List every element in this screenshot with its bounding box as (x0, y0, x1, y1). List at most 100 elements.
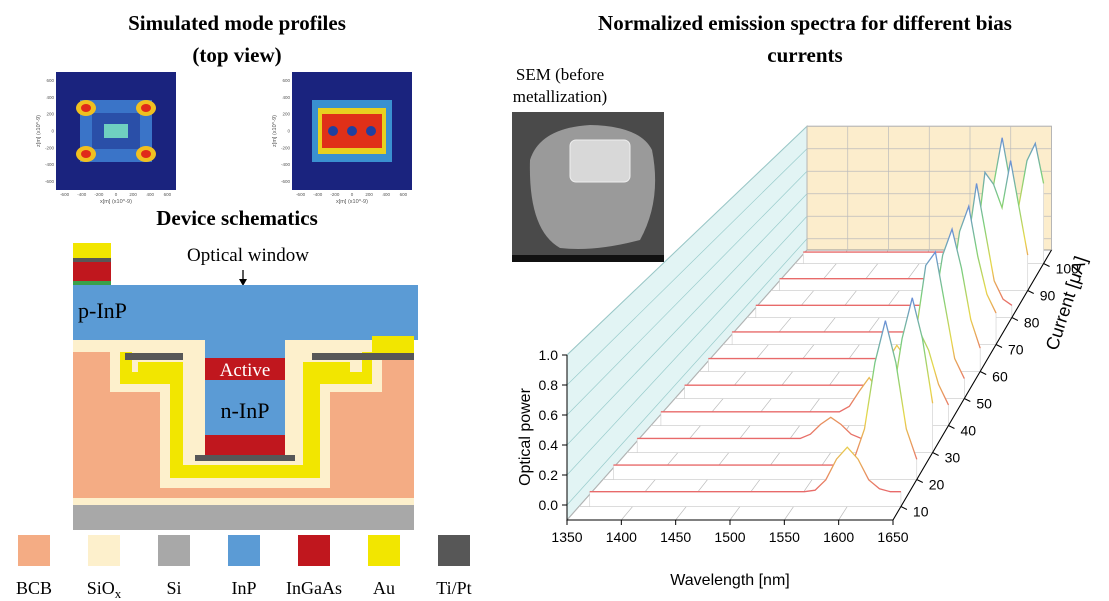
tick-label: 0 (115, 192, 118, 197)
legend-name: InGaAs (286, 578, 342, 598)
tick-label: 200 (129, 192, 137, 197)
mode-profile-2 (292, 72, 412, 190)
tick-label: 400 (46, 95, 54, 100)
tick-mark (996, 345, 1002, 348)
legend-name: InP (231, 578, 256, 598)
z-tick-label: 50 (976, 396, 992, 412)
tick-mark (917, 480, 923, 483)
tick-mark (1028, 291, 1034, 294)
x-tick-label: 1450 (660, 529, 691, 545)
legend-label: InGaAs (286, 578, 342, 598)
sem-label: SEM (before (516, 65, 604, 84)
tick-label: -400 (45, 162, 55, 167)
tick-label: 200 (365, 192, 373, 197)
schematic (73, 243, 418, 530)
tick-label: 600 (400, 192, 408, 197)
tick-label: -200 (330, 192, 340, 197)
axis-label: x[m] (x10^-9) (100, 199, 132, 205)
legend-swatch (228, 535, 260, 566)
tick-label: 0 (351, 192, 354, 197)
legend-name: Si (166, 578, 181, 598)
axis-label: x[m] (x10^-9) (336, 199, 368, 205)
axis-label: z[m] (x10^-9) (36, 115, 42, 147)
x-axis-label: Wavelength [nm] (670, 572, 789, 589)
legend-name: BCB (16, 578, 52, 598)
mode-title: (top view) (192, 43, 281, 67)
tick-mark (901, 507, 907, 510)
y-tick-label: 0.4 (539, 437, 559, 453)
legend-swatch (368, 535, 400, 566)
sem-label: metallization) (513, 87, 607, 106)
legend-swatch (158, 535, 190, 566)
legend-label: Au (373, 578, 395, 598)
legend-name: Ti/Pt (436, 578, 471, 598)
n-inp-label: n-InP (221, 398, 270, 423)
z-tick-label: 90 (1040, 288, 1056, 304)
arrow-head (239, 279, 247, 286)
optical-window-label: Optical window (187, 245, 309, 266)
y-axis-label: Optical power (517, 387, 534, 485)
tick-mark (933, 453, 939, 456)
p-inp-label: p-InP (78, 298, 127, 323)
legend-label: Si (166, 578, 181, 598)
tick-label: 400 (282, 95, 290, 100)
tick-label: -600 (281, 179, 291, 184)
tick-mark (1012, 318, 1018, 321)
tick-label: -400 (313, 192, 323, 197)
chart-title: Normalized emission spectra for differen… (598, 11, 1012, 35)
tick-mark (980, 372, 986, 375)
legend-swatch (298, 535, 330, 566)
tick-label: 0 (51, 129, 54, 134)
legend-label: Ti/Pt (436, 578, 471, 598)
figure: Simulated mode profiles (top view) -600 -… (0, 0, 1109, 601)
tick-label: -200 (281, 145, 291, 150)
tick-label: 200 (46, 112, 54, 117)
legend-swatch (438, 535, 470, 566)
x-tick-label: 1400 (606, 529, 637, 545)
axis-label: z[m] (x10^-9) (272, 115, 278, 147)
legend-subscript: x (115, 586, 122, 601)
z-tick-label: 10 (913, 504, 929, 520)
legend-name: Au (373, 578, 395, 598)
y-tick-label: 0.2 (539, 467, 559, 483)
tick-label: 400 (383, 192, 391, 197)
z-tick-label: 70 (1008, 342, 1024, 358)
legend-label: BCB (16, 578, 52, 598)
x-tick-label: 1350 (551, 529, 582, 545)
y-tick-label: 1.0 (539, 347, 559, 363)
tick-label: -600 (60, 192, 70, 197)
y-tick-label: 0.0 (539, 497, 559, 513)
legend-label: InP (231, 578, 256, 598)
tick-mark (964, 399, 970, 402)
schematic-title: Device schematics (156, 206, 318, 230)
tick-label: 600 (46, 78, 54, 83)
legend-label: SiOx (87, 578, 122, 601)
tick-label: 0 (287, 129, 290, 134)
tick-label: -600 (296, 192, 306, 197)
legend-swatch (88, 535, 120, 566)
legend-name: SiO (87, 578, 115, 598)
tick-label: -600 (45, 179, 55, 184)
tick-label: 200 (282, 112, 290, 117)
y-tick-label: 0.8 (539, 377, 559, 393)
z-tick-label: 20 (929, 477, 945, 493)
tick-label: -400 (281, 162, 291, 167)
tick-label: 600 (282, 78, 290, 83)
tick-label: -400 (77, 192, 87, 197)
active-label: Active (220, 360, 271, 381)
z-tick-label: 30 (945, 450, 961, 466)
tick-label: -200 (45, 145, 55, 150)
x-tick-label: 1500 (714, 529, 745, 545)
legend-swatch (18, 535, 50, 566)
chart-title: currents (767, 43, 842, 67)
x-tick-label: 1600 (823, 529, 854, 545)
sem-image (512, 112, 664, 262)
z-tick-label: 60 (992, 369, 1008, 385)
z-tick-label: 80 (1024, 315, 1040, 331)
mode-profile-1 (56, 72, 176, 190)
x-tick-label: 1650 (877, 529, 908, 545)
tick-label: 400 (147, 192, 155, 197)
mode-title: Simulated mode profiles (128, 11, 346, 35)
tick-mark (1044, 264, 1050, 267)
tick-label: -200 (94, 192, 104, 197)
